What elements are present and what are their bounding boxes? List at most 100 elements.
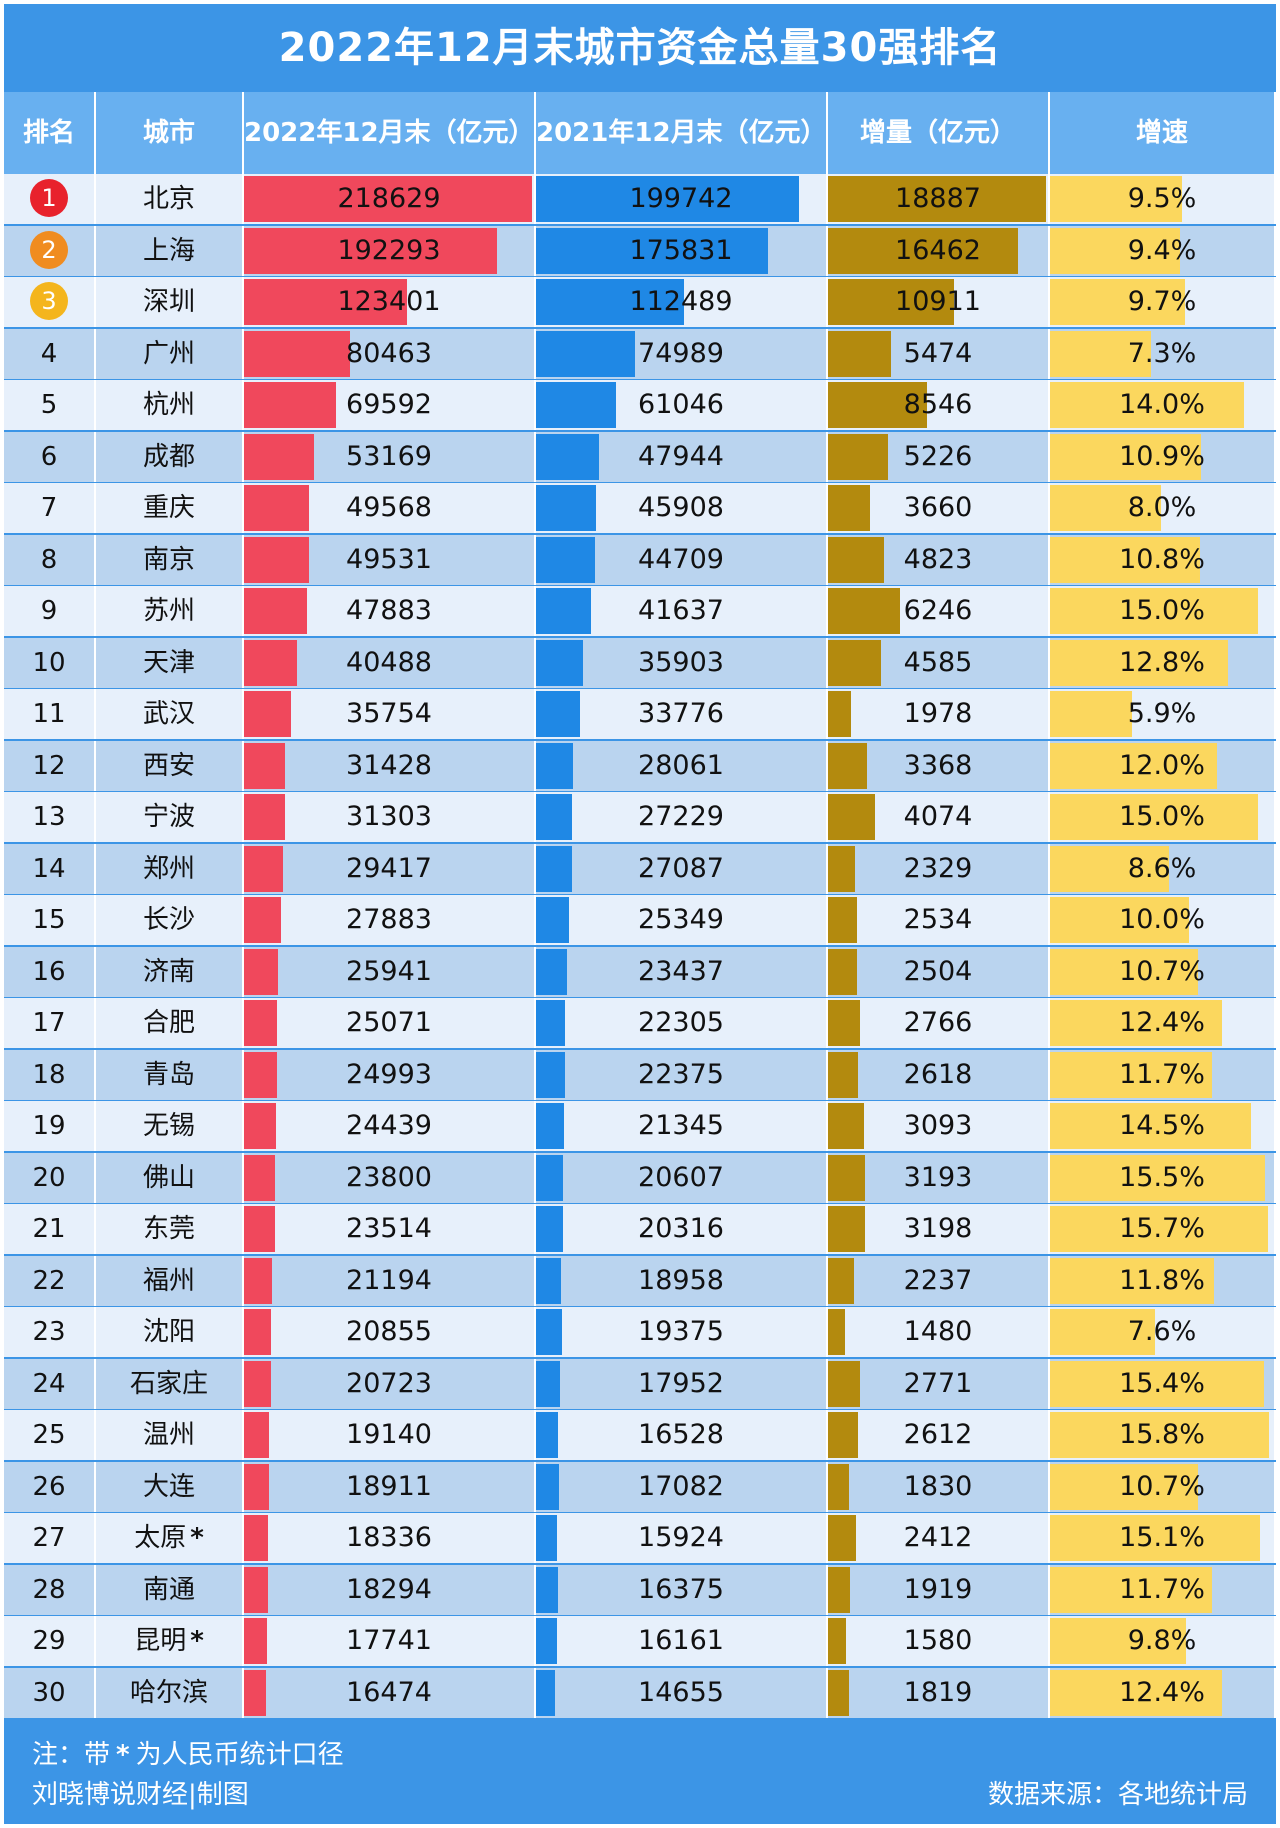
increase-value: 2612 <box>903 1419 973 1450</box>
increase-value: 2618 <box>903 1058 973 1090</box>
2021-bar <box>536 1515 557 1561</box>
growth-cell: 15.7% <box>1050 1204 1276 1254</box>
2021-bar <box>536 1051 565 1098</box>
rank-cell: 14 <box>4 843 96 894</box>
footnote-suffix: 为人民币统计口径 <box>135 1740 344 1770</box>
rank-cell: 30 <box>4 1667 96 1718</box>
2022-value: 80463 <box>346 337 432 369</box>
2021-cell: 35903 <box>536 637 828 688</box>
2022-bar <box>244 1154 275 1201</box>
city-cell: 郑州 <box>96 843 244 894</box>
city-cell: 济南 <box>96 946 244 997</box>
2021-value: 22305 <box>638 1007 724 1038</box>
growth-value: 10.7% <box>1119 1470 1205 1502</box>
increase-bar <box>828 1154 865 1201</box>
city-cell: 沈阳 <box>96 1307 244 1357</box>
rank-label: 3 <box>30 282 68 320</box>
2021-value: 20316 <box>638 1213 724 1244</box>
rank-label: 8 <box>40 544 58 575</box>
table-row: 2 上海 192293 175831 16462 9.4% <box>4 225 1276 276</box>
rank-cell: 12 <box>4 740 96 791</box>
2021-value: 74989 <box>638 337 724 369</box>
2021-bar <box>536 1206 563 1252</box>
2021-cell: 25349 <box>536 895 828 945</box>
growth-bar <box>1050 794 1258 840</box>
2022-cell: 18294 <box>244 1564 536 1615</box>
2022-value: 192293 <box>337 234 441 266</box>
city-label: 武汉 <box>142 699 195 729</box>
2021-cell: 19375 <box>536 1307 828 1357</box>
increase-cell: 2766 <box>828 998 1050 1048</box>
header-increase: 增量（亿元） <box>828 92 1050 174</box>
growth-cell: 11.7% <box>1050 1564 1276 1615</box>
city-cell: 北京 <box>96 174 244 224</box>
2021-cell: 175831 <box>536 225 828 276</box>
table-row: 29 昆明 * 17741 16161 1580 9.8% <box>4 1616 1276 1666</box>
increase-bar <box>828 433 888 480</box>
table-row: 20 佛山 23800 20607 3193 15.5% <box>4 1152 1276 1203</box>
2021-bar <box>536 485 596 531</box>
growth-value: 15.0% <box>1119 595 1205 626</box>
table-row: 24 石家庄 20723 17952 2771 15.4% <box>4 1358 1276 1409</box>
growth-cell: 15.0% <box>1050 586 1276 636</box>
2022-value: 123401 <box>337 286 441 317</box>
table-row: 19 无锡 24439 21345 3093 14.5% <box>4 1101 1276 1151</box>
increase-value: 10911 <box>895 286 981 317</box>
2022-value: 16474 <box>346 1676 432 1708</box>
increase-bar <box>828 1051 858 1098</box>
increase-bar <box>828 1566 850 1613</box>
2021-value: 44709 <box>638 543 724 575</box>
growth-cell: 10.9% <box>1050 431 1276 482</box>
growth-value: 12.4% <box>1119 1007 1205 1038</box>
table-row: 12 西安 31428 28061 3368 12.0% <box>4 740 1276 791</box>
rank-label: 16 <box>32 956 66 987</box>
increase-cell: 1819 <box>828 1667 1050 1718</box>
growth-cell: 12.0% <box>1050 740 1276 791</box>
growth-value: 15.7% <box>1119 1213 1205 1244</box>
rank-cell: 18 <box>4 1049 96 1100</box>
2022-cell: 19140 <box>244 1410 536 1460</box>
2022-value: 31428 <box>346 749 432 781</box>
footer: 注：带 * 为人民币统计口径 刘晓博说财经|制图 数据来源：各地统计局 <box>4 1726 1276 1824</box>
table-row: 16 济南 25941 23437 2504 10.7% <box>4 946 1276 997</box>
2021-value: 16161 <box>638 1625 724 1656</box>
2022-cell: 47883 <box>244 586 536 636</box>
2022-value: 40488 <box>346 646 432 678</box>
growth-bar <box>1050 1206 1268 1252</box>
increase-value: 4074 <box>903 801 973 832</box>
city-label: 苏州 <box>142 596 195 626</box>
rank-cell: 25 <box>4 1410 96 1460</box>
increase-cell: 6246 <box>828 586 1050 636</box>
city-label: 无锡 <box>142 1111 195 1141</box>
2022-value: 53169 <box>346 440 432 472</box>
table-row: 18 青岛 24993 22375 2618 11.7% <box>4 1049 1276 1100</box>
2021-bar <box>536 1103 564 1149</box>
2022-value: 23514 <box>346 1213 432 1244</box>
increase-cell: 4823 <box>828 534 1050 585</box>
2021-cell: 20607 <box>536 1152 828 1203</box>
2021-bar <box>536 433 599 480</box>
2021-cell: 27229 <box>536 792 828 842</box>
city-label: 长沙 <box>142 905 195 935</box>
rank-cell: 6 <box>4 431 96 482</box>
city-label: 宁波 <box>142 802 195 832</box>
increase-value: 5226 <box>903 440 973 472</box>
rank-label: 23 <box>32 1317 66 1347</box>
increase-bar <box>828 1515 856 1561</box>
city-cell: 昆明 * <box>96 1616 244 1666</box>
rank-label: 7 <box>40 493 58 523</box>
rank-label: 25 <box>32 1420 66 1450</box>
rank-label: 17 <box>32 1008 66 1038</box>
2022-cell: 49568 <box>244 483 536 533</box>
growth-value: 12.4% <box>1119 1676 1205 1708</box>
city-label: 重庆 <box>142 493 195 523</box>
increase-cell: 8546 <box>828 380 1050 430</box>
2021-value: 14655 <box>638 1676 724 1708</box>
table-row: 22 福州 21194 18958 2237 11.8% <box>4 1255 1276 1306</box>
increase-bar <box>828 279 954 325</box>
2021-bar <box>536 1566 558 1613</box>
increase-cell: 2534 <box>828 895 1050 945</box>
footnote: 注：带 * 为人民币统计口径 <box>32 1734 344 1771</box>
source-text: 数据来源：各地统计局 <box>987 1780 1248 1810</box>
growth-bar <box>1050 485 1161 531</box>
